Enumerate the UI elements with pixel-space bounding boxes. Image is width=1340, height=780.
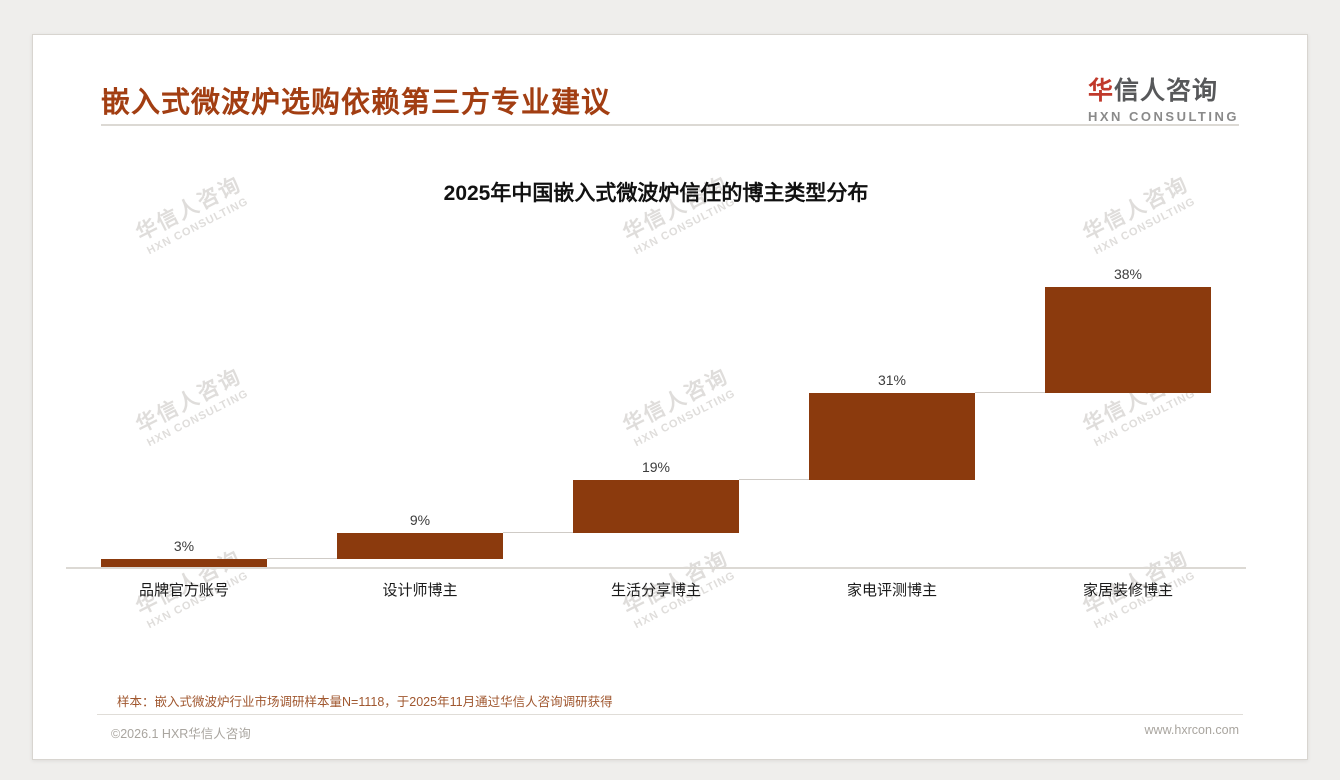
connector-line [739,479,809,481]
category-label: 家电评测博主 [846,582,938,599]
logo-cn: 华信人咨询 [1088,71,1239,107]
plot-area: 3% 品牌官方账号 9% 设计师博主 19% 生活分享博主 31% 家电评测博主 38% 家居装修… [66,266,1246,599]
chart-title: 2025年中国嵌入式微波炉信任的博主类型分布 [443,182,869,205]
connector-line [267,557,337,559]
footer: ©2026.1 HXR华信人咨询 www.hxrcon.com [111,723,1239,742]
page-title: 嵌入式微波炉选购依赖第三方专业建议 [101,87,612,119]
logo-cn-rest: 信人咨询 [1113,77,1218,105]
value-label: 38% [1113,266,1143,282]
logo: 华信人咨询 HXN CONSULTING [1088,71,1239,124]
category-label: 品牌官方账号 [138,582,230,599]
value-label: 9% [409,512,431,529]
header-divider [101,124,1239,126]
value-label: 31% [877,372,907,389]
bar-设计师博主 [337,533,503,559]
bar-生活分享博主 [573,480,739,534]
copyright-text: ©2026.1 HXR华信人咨询 [111,727,251,741]
sample-note: 样本：嵌入式微波炉行业市场调研样本量N=1118，于2025年11月通过华信人咨… [117,695,613,709]
value-label: 19% [641,459,671,476]
bar-家居装修博主 [1045,287,1211,394]
category-label: 设计师博主 [382,582,458,599]
connector-line [975,392,1045,394]
bar-品牌官方账号 [101,558,267,567]
category-label: 家居装修博主 [1082,582,1174,599]
logo-red-char: 华 [1087,77,1114,105]
footer-divider [97,714,1243,715]
logo-en: HXN CONSULTING [1087,109,1239,124]
value-label: 3% [173,537,195,554]
category-label: 生活分享博主 [610,582,702,599]
bar-家电评测博主 [809,393,975,481]
website-text: www.hxrcon.com [1144,723,1239,737]
report-card: 华信人咨询 HXN CONSULTING 华信人咨询 HXN CONSULTING 华信… [32,34,1308,760]
connector-line [503,532,573,534]
